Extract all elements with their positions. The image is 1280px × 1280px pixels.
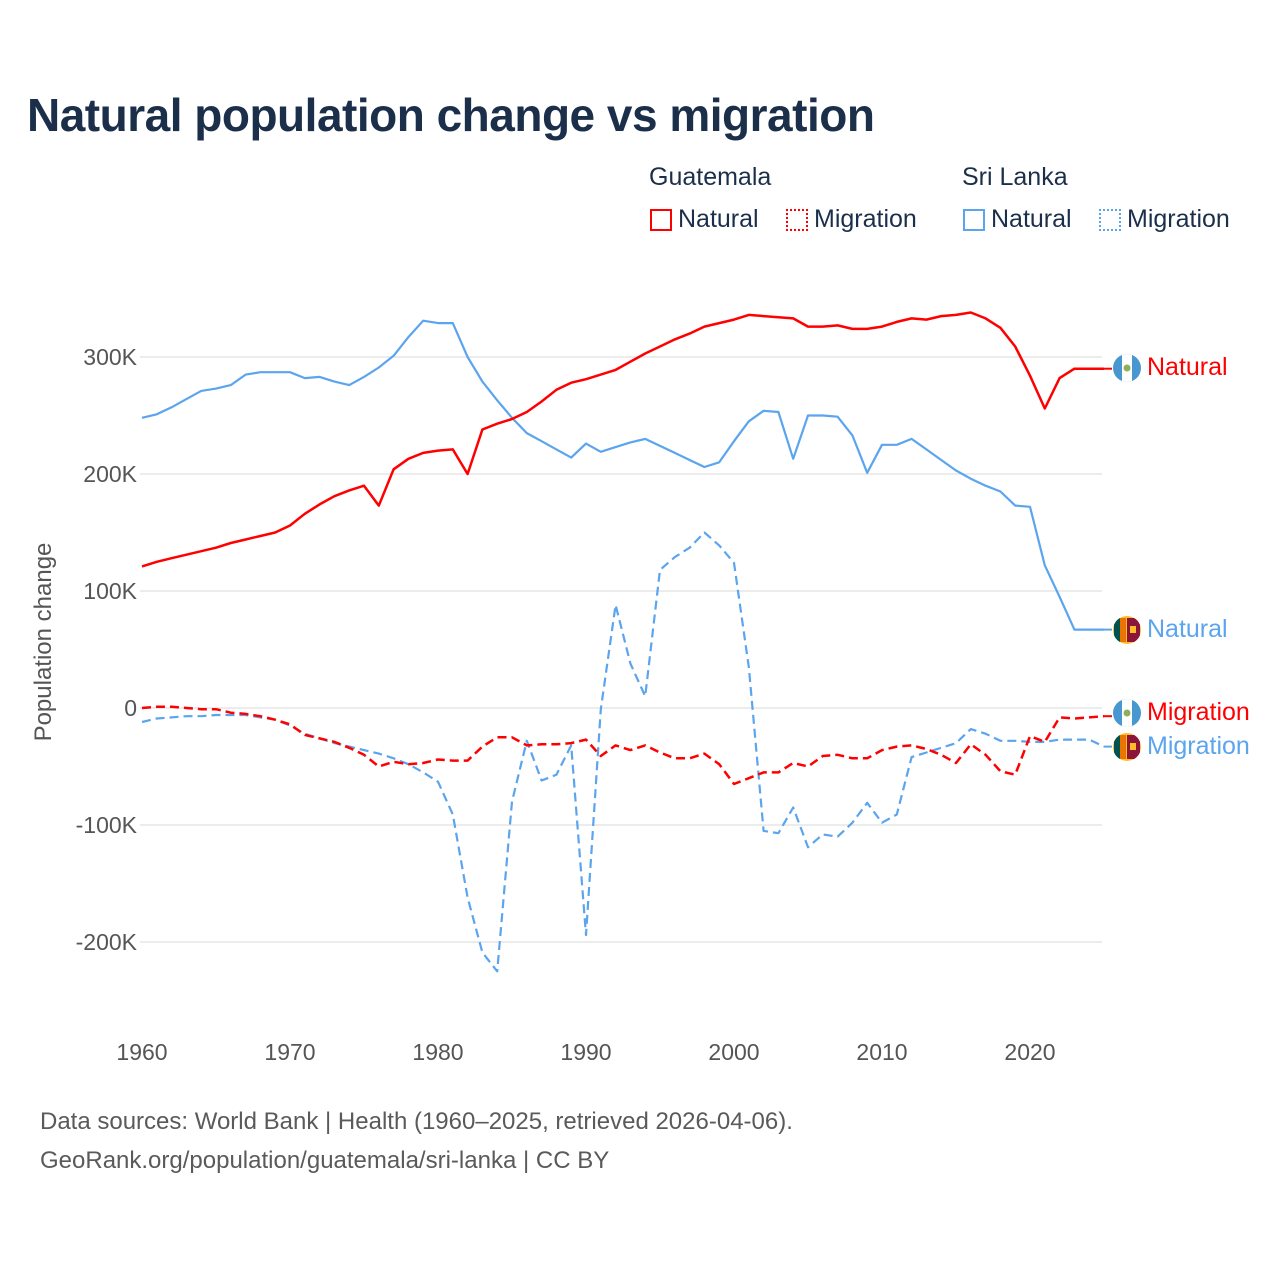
legend-label: Natural [991,205,1072,233]
flag-stripe [1120,618,1126,642]
flag-stripe [1114,735,1120,759]
sri-lanka-flag-icon [1113,733,1141,761]
x-tick-label: 2020 [1004,1039,1055,1065]
legend-label: Migration [814,205,917,233]
series-line-sri-lanka-migration [141,531,1105,973]
x-tick-label: 1970 [264,1039,315,1065]
y-tick-label: 100K [83,578,137,604]
legend-group-sri-lanka: Sri Lanka [962,163,1068,191]
flag-body [1113,699,1141,727]
series-line-guatemala-migration [141,705,1105,786]
y-tick-label: 200K [83,461,137,487]
flag-body [1113,733,1141,761]
flag-body [1113,616,1141,644]
sri-lanka-flag-icon [1113,616,1141,644]
legend-item-guatemala-natural[interactable]: Natural [650,205,759,234]
x-tick-label: 2010 [856,1039,907,1065]
guatemala-flag-icon [1113,354,1141,382]
end-label-guatemala-natural: Natural [1147,353,1228,381]
legend-item-sri-lanka-migration[interactable]: Migration [1099,205,1230,234]
y-tick-label: -200K [76,929,138,955]
legend-swatch-dotted-red [786,208,808,231]
legend-swatch-solid-red [650,208,672,231]
y-axis-title: Population change [30,543,57,742]
x-tick-label: 1980 [412,1039,463,1065]
end-label-sri-lanka-natural: Natural [1147,615,1228,643]
guatemala-flag-icon [1113,699,1141,727]
legend-swatch-dotted-blue [1099,208,1121,231]
flag-emblem [1123,709,1131,717]
x-tick-label: 1990 [560,1039,611,1065]
y-tick-label: -100K [76,812,138,838]
end-label-sri-lanka-migration: Migration [1147,732,1250,760]
flag-body [1113,354,1141,382]
x-tick-label: 2000 [708,1039,759,1065]
chart-title: Natural population change vs migration [27,89,875,141]
y-tick-label: 300K [83,344,137,370]
flag-emblem [1123,364,1131,372]
legend-item-guatemala-migration[interactable]: Migration [786,205,917,234]
series-line-sri-lanka-natural [141,319,1104,631]
legend-swatch-solid-blue [963,208,985,231]
legend-label: Migration [1127,205,1230,233]
x-tick-label: 1960 [116,1039,167,1065]
flag-lion [1130,743,1136,750]
footer-sources: Data sources: World Bank | Health (1960–… [40,1108,793,1135]
footer-link[interactable]: GeoRank.org/population/guatemala/sri-lan… [40,1147,610,1174]
y-tick-label: 0 [124,695,137,721]
legend-item-sri-lanka-natural[interactable]: Natural [963,205,1072,234]
legend-label: Natural [678,205,759,233]
flag-stripe [1120,735,1126,759]
flag-lion [1130,626,1136,633]
series-line-guatemala-natural [141,311,1104,568]
legend-group-guatemala: Guatemala [649,163,772,191]
end-label-guatemala-migration: Migration [1147,698,1250,726]
flag-stripe [1114,618,1120,642]
